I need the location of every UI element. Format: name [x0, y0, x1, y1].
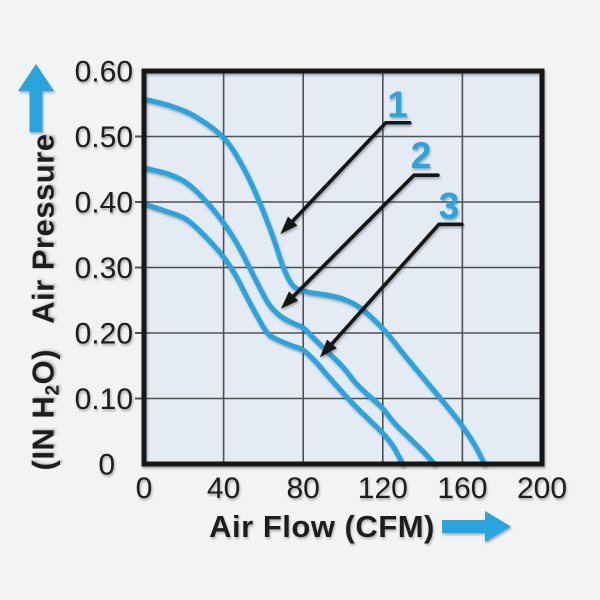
fan-curve-2: [141, 165, 438, 467]
curve-label-2: 2: [411, 135, 432, 176]
x-tick-label: 40: [207, 472, 240, 505]
y-tick-label: 0.60: [75, 56, 133, 89]
fan-curves: [141, 96, 487, 467]
y-tick-label: 0.10: [75, 383, 133, 416]
leader-line-3: [324, 222, 464, 352]
x-axis-title: Air Flow (CFM): [209, 509, 435, 544]
plot-border: [141, 68, 545, 467]
y-tick-label: 0.30: [75, 252, 133, 285]
leader-arrowhead-3: [319, 339, 337, 358]
x-tick-label: 160: [437, 472, 487, 505]
tick-labels: 0.60 0.50 0.40 0.30 0.20 0.10 00 40 80 120 160 200: [75, 56, 567, 506]
x-tick-label: 120: [358, 472, 408, 505]
air-flow-right-arrow-icon: [442, 511, 511, 542]
fan-curve-1: [141, 96, 487, 467]
y-tick-label: 0.20: [75, 318, 133, 351]
curve-leader-arrows: [280, 120, 464, 358]
gridlines: [135, 71, 542, 464]
y-tick-label: 0.40: [75, 187, 133, 220]
x-tick-label: 80: [287, 472, 320, 505]
air-pressure-up-arrow-icon: [18, 64, 54, 132]
leader-arrowhead-2: [280, 291, 299, 309]
y-tick-label: 0: [98, 449, 115, 482]
curve-number-labels: 123: [387, 84, 459, 227]
fan-curve-3: [141, 201, 406, 467]
right-arrow-shape: [442, 511, 511, 542]
up-arrow-shape: [18, 64, 54, 132]
leader-line-1: [285, 120, 412, 229]
leader-arrowhead-1: [280, 216, 298, 235]
x-tick-label: 0: [136, 472, 153, 505]
curve-label-1: 1: [387, 84, 408, 125]
x-tick-label: 200: [517, 472, 567, 505]
leader-line-2: [286, 173, 440, 304]
y-tick-label: 0.50: [75, 121, 133, 154]
curve-label-3: 3: [439, 185, 460, 226]
